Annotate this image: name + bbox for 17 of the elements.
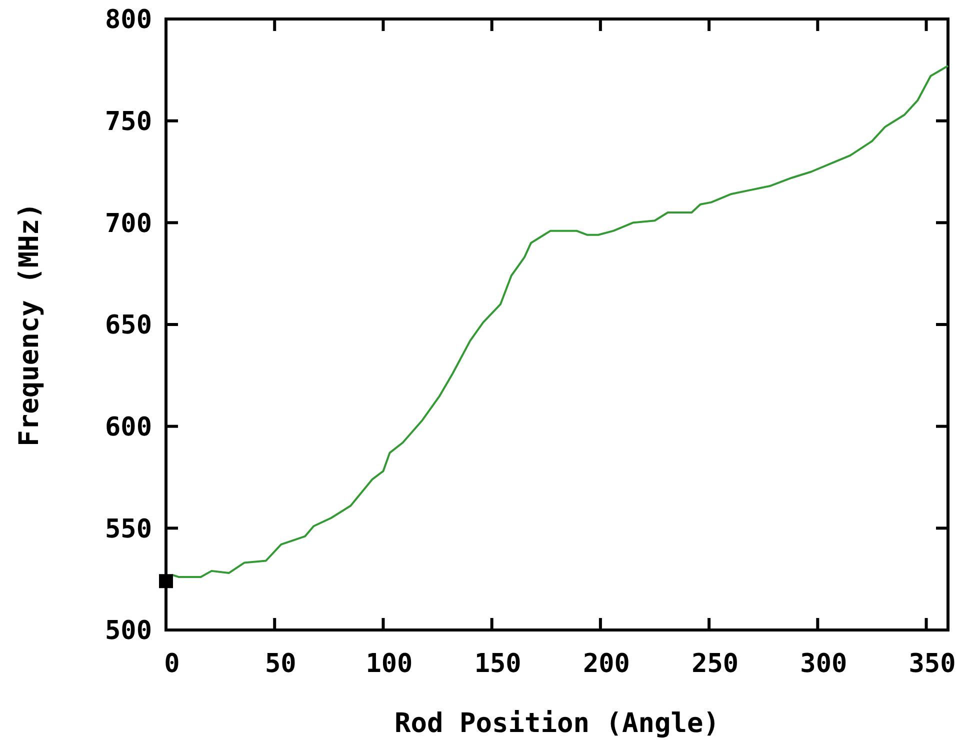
x-tick-label: 200 xyxy=(582,649,630,679)
x-tick-label: 100 xyxy=(366,649,413,679)
x-tick-label: 250 xyxy=(692,649,739,679)
x-axis-title: Rod Position (Angle) xyxy=(394,708,720,739)
y-tick-label: 500 xyxy=(105,616,152,646)
x-tick-label: 300 xyxy=(800,649,848,679)
y-tick-label: 800 xyxy=(105,5,152,36)
y-axis-title: Frequency (MHz) xyxy=(14,202,45,446)
x-tick-label: 350 xyxy=(908,649,956,679)
x-tick-label: 150 xyxy=(474,649,522,679)
y-tick-label: 750 xyxy=(105,106,152,137)
y-tick-label: 700 xyxy=(105,208,152,239)
y-tick-label: 600 xyxy=(105,412,152,442)
x-tick-label: 50 xyxy=(264,649,296,679)
y-tick-label: 650 xyxy=(105,310,152,341)
x-tick-label: 0 xyxy=(164,649,180,679)
y-tick-label: 550 xyxy=(105,514,152,544)
